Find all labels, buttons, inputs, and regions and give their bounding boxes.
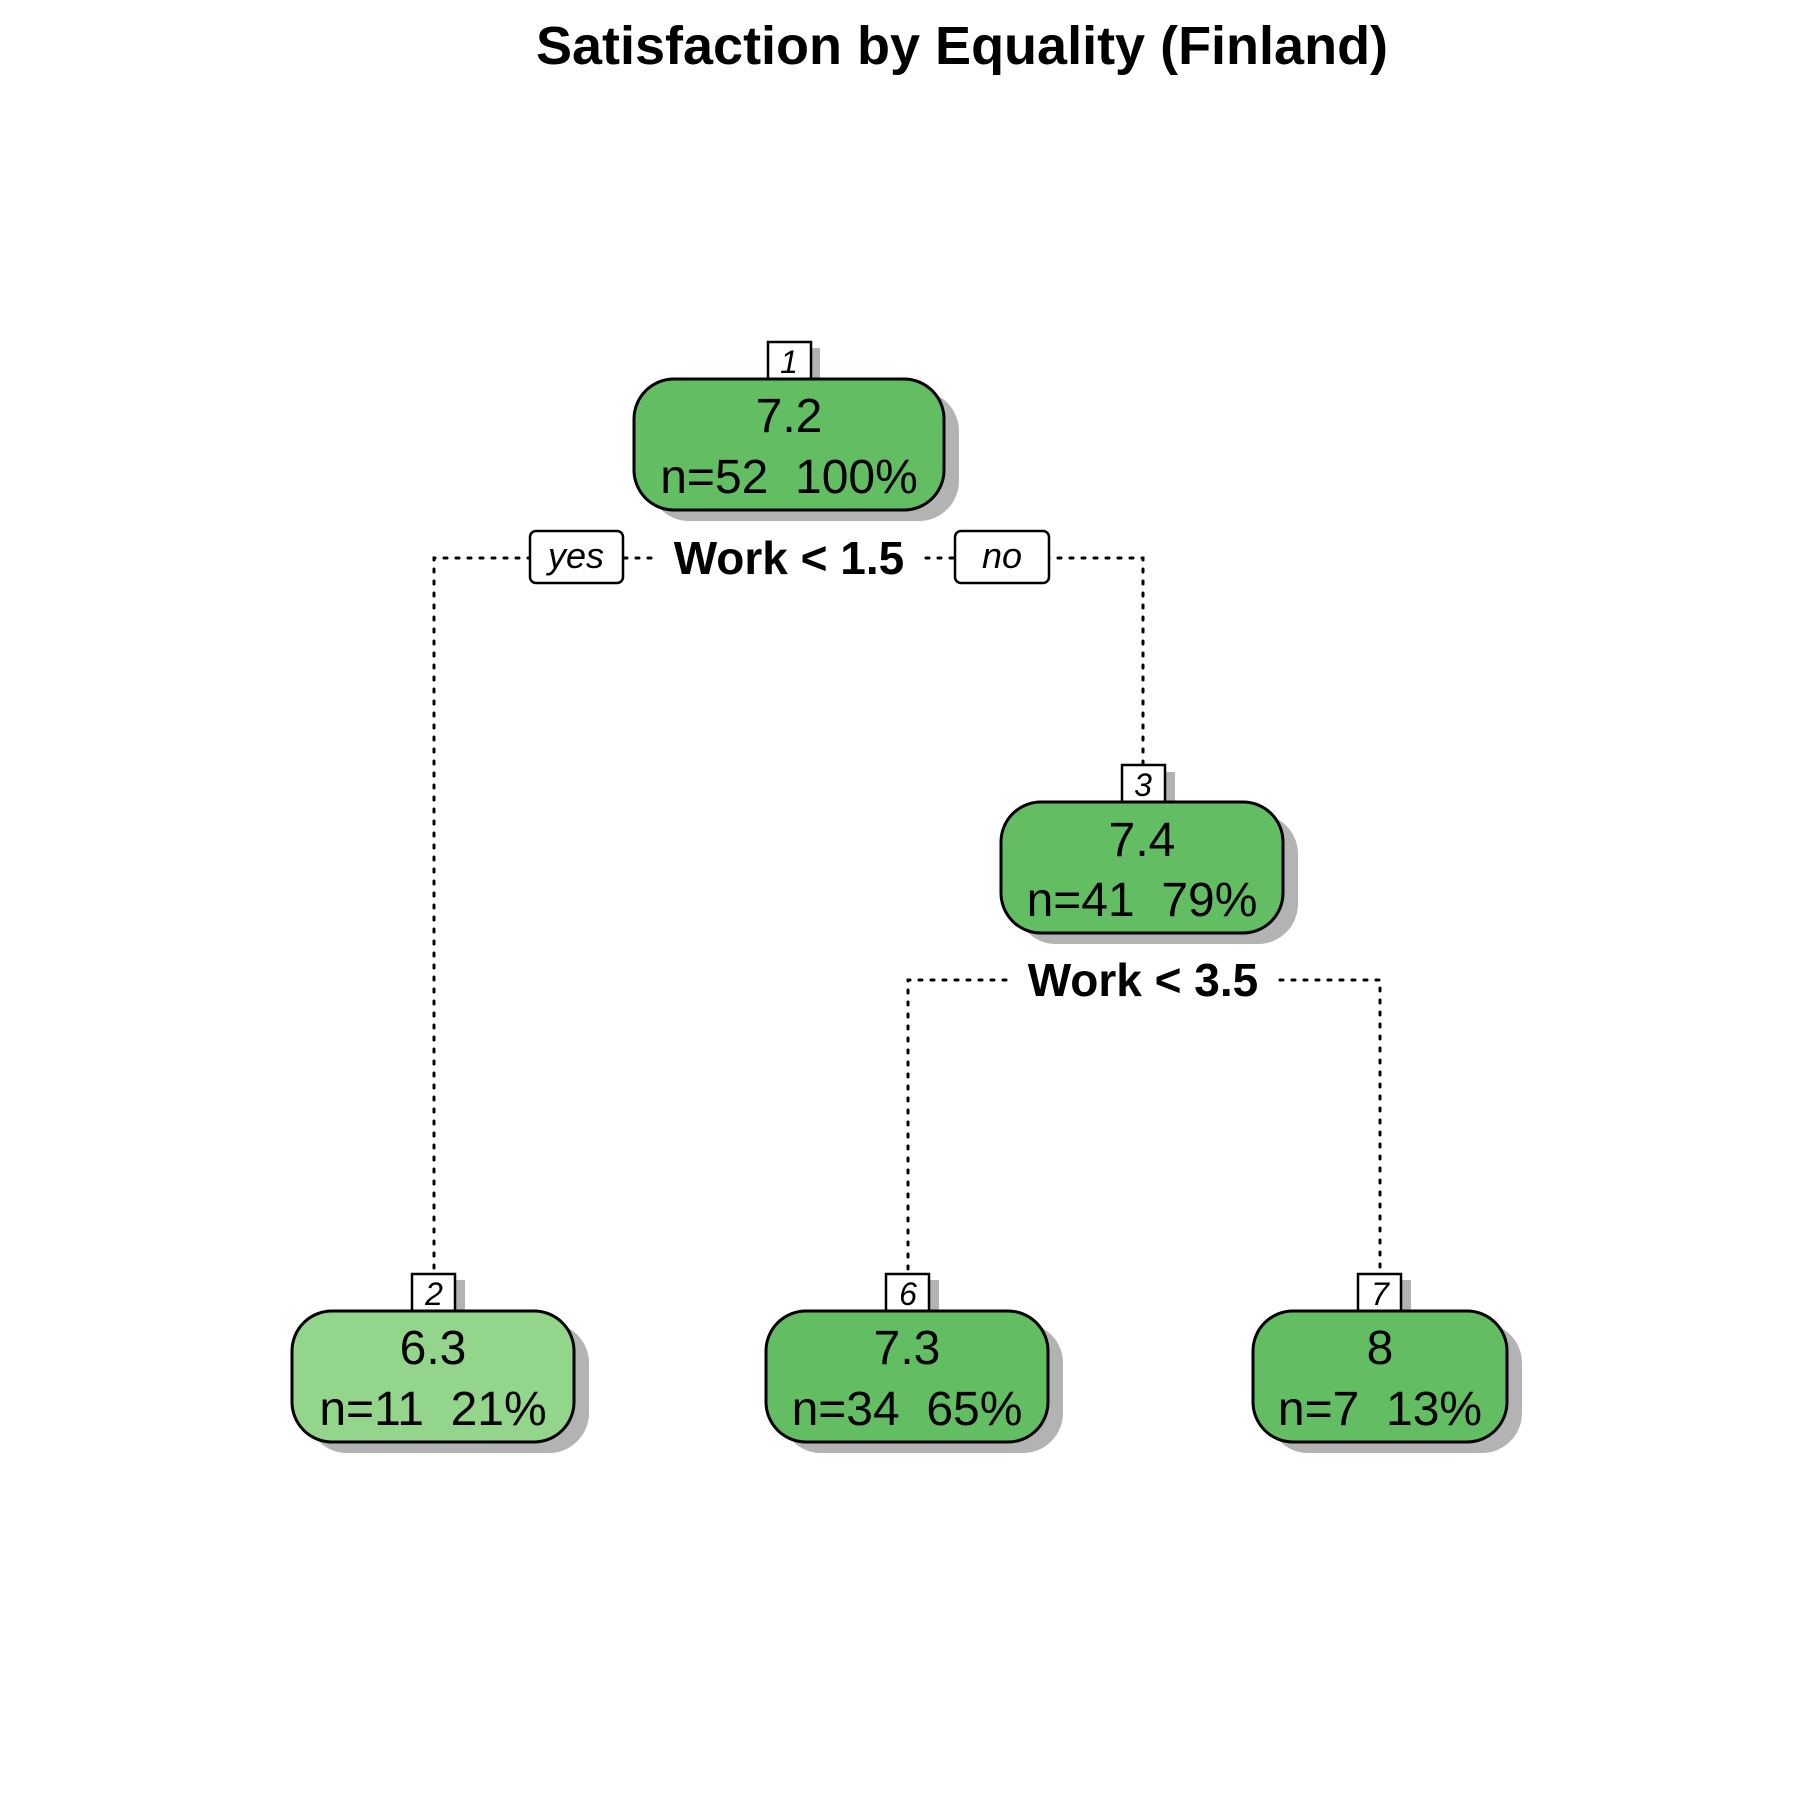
edge-1-to-3 xyxy=(900,556,1145,767)
node-id: 2 xyxy=(424,1276,443,1312)
tree-node-7: 7 8 n=7 13% xyxy=(1251,1272,1522,1453)
split-label-background xyxy=(656,524,922,586)
node-box xyxy=(290,1309,576,1444)
node-box xyxy=(1251,1309,1509,1444)
tree-node-2: 2 6.3 n=11 21% xyxy=(290,1272,589,1453)
node-value: 8 xyxy=(1367,1322,1394,1375)
node-stats: n=7 13% xyxy=(1278,1383,1482,1436)
tree-edges xyxy=(432,556,1382,1276)
edge-3-to-7 xyxy=(1254,978,1382,1276)
branch-label-text: yes xyxy=(545,535,604,576)
node-value: 7.2 xyxy=(756,390,823,443)
split-3: Work < 3.5 xyxy=(1010,946,1276,1008)
split-label: Work < 3.5 xyxy=(1028,954,1259,1006)
node-value: 7.4 xyxy=(1109,814,1176,867)
branch-label-no: no xyxy=(953,529,1051,585)
node-value: 7.3 xyxy=(874,1322,941,1375)
branch-label-box xyxy=(953,529,1051,585)
tree-node-3: 3 7.4 n=41 79% xyxy=(999,763,1298,944)
node-id-box xyxy=(1120,763,1167,804)
split-label-background xyxy=(1010,946,1276,1008)
node-stats: n=11 21% xyxy=(319,1383,546,1436)
node-id-box xyxy=(1356,1272,1403,1313)
edge-1-to-2 xyxy=(432,556,677,1276)
split-1: Work < 1.5 xyxy=(656,524,922,586)
branch-label-yes: yes xyxy=(528,529,625,585)
chart-title: Satisfaction by Equality (Finland) xyxy=(536,16,1388,76)
tree-node-6: 6 7.3 n=34 65% xyxy=(764,1272,1063,1453)
node-box xyxy=(764,1309,1050,1444)
tree-node-1: 1 7.2 n=52 100% xyxy=(632,340,959,521)
node-stats: n=52 100% xyxy=(660,451,918,504)
node-value: 6.3 xyxy=(400,1322,467,1375)
edge-3-to-6 xyxy=(906,978,1032,1276)
node-box xyxy=(999,800,1285,935)
node-id: 6 xyxy=(899,1276,917,1312)
split-label: Work < 1.5 xyxy=(674,532,905,584)
node-id: 1 xyxy=(780,344,798,380)
node-box xyxy=(632,377,946,512)
node-stats: n=41 79% xyxy=(1027,874,1258,927)
node-id: 7 xyxy=(1371,1276,1390,1312)
branch-label-text: no xyxy=(982,535,1022,576)
node-id-box xyxy=(884,1272,931,1313)
branch-label-box xyxy=(528,529,625,585)
node-stats: n=34 65% xyxy=(792,1383,1023,1436)
node-id: 3 xyxy=(1134,767,1152,803)
